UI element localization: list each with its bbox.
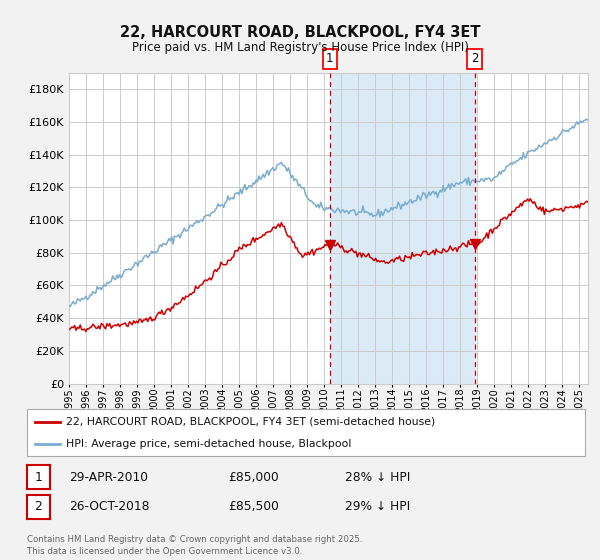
Text: HPI: Average price, semi-detached house, Blackpool: HPI: Average price, semi-detached house,… <box>66 438 352 449</box>
Text: 28% ↓ HPI: 28% ↓ HPI <box>345 470 410 484</box>
Text: 22, HARCOURT ROAD, BLACKPOOL, FY4 3ET: 22, HARCOURT ROAD, BLACKPOOL, FY4 3ET <box>120 25 480 40</box>
Text: 1: 1 <box>326 52 334 66</box>
Text: 2: 2 <box>34 500 43 514</box>
Text: 1: 1 <box>34 470 43 484</box>
Text: 26-OCT-2018: 26-OCT-2018 <box>69 500 149 514</box>
Text: £85,500: £85,500 <box>228 500 279 514</box>
Text: £85,000: £85,000 <box>228 470 279 484</box>
Text: 2: 2 <box>471 52 478 66</box>
Text: 22, HARCOURT ROAD, BLACKPOOL, FY4 3ET (semi-detached house): 22, HARCOURT ROAD, BLACKPOOL, FY4 3ET (s… <box>66 417 436 427</box>
Text: Price paid vs. HM Land Registry's House Price Index (HPI): Price paid vs. HM Land Registry's House … <box>131 40 469 54</box>
Text: 29% ↓ HPI: 29% ↓ HPI <box>345 500 410 514</box>
Text: 29-APR-2010: 29-APR-2010 <box>69 470 148 484</box>
Text: Contains HM Land Registry data © Crown copyright and database right 2025.
This d: Contains HM Land Registry data © Crown c… <box>27 535 362 556</box>
Bar <box>330 73 475 384</box>
